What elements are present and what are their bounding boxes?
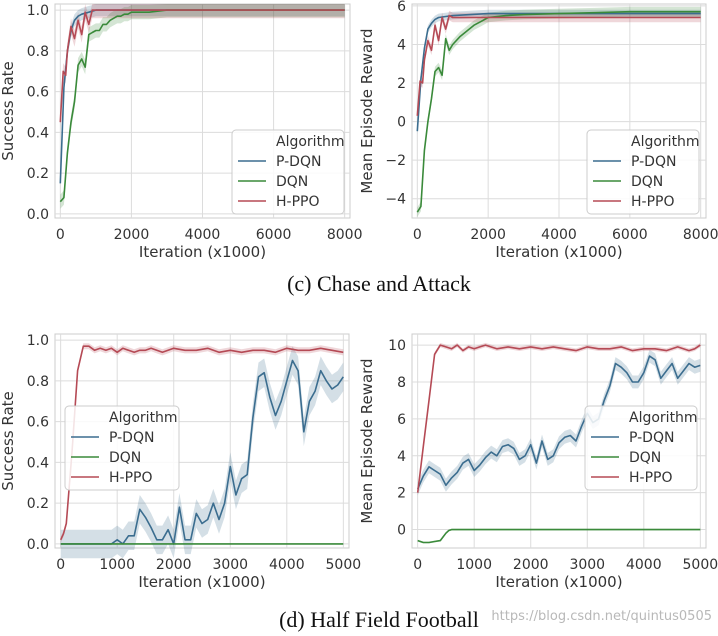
legend-title: Algorithm bbox=[276, 134, 345, 150]
y-tick-label: 4 bbox=[397, 37, 406, 53]
y-tick-label: 0.4 bbox=[27, 125, 49, 141]
legend-entry-dqn: DQN bbox=[631, 174, 663, 190]
y-tick-label: 1.0 bbox=[27, 333, 49, 349]
x-tick-label: 5000 bbox=[326, 557, 362, 573]
legend-entry-p-dqn: P-DQN bbox=[631, 154, 676, 170]
x-tick-label: 2000 bbox=[513, 557, 549, 573]
x-axis-label: Iteration (x1000) bbox=[495, 573, 622, 591]
chart-4: 0 2 4 6 8 10 0 1000 2000 3000 4000 5000 Iteration (x… bbox=[358, 333, 718, 591]
x-tick-label: 6000 bbox=[612, 227, 648, 243]
legend: Algorithm P-DQN DQN H-PPO bbox=[231, 129, 345, 215]
x-tick-label: 2000 bbox=[156, 557, 192, 573]
x-axis-label: Iteration (x1000) bbox=[139, 243, 266, 261]
line-dqn bbox=[417, 528, 701, 544]
y-tick-label: 0.0 bbox=[27, 537, 49, 553]
caption-bottom: (d) Half Field Football bbox=[279, 607, 479, 632]
legend-entry-dqn: DQN bbox=[109, 450, 141, 466]
y-tick-label: 0.0 bbox=[27, 207, 49, 223]
y-tick-label: 0.4 bbox=[27, 455, 49, 471]
chart-2: −4 −2 0 2 4 6 0 2000 4000 6000 8000 Iteration (x100… bbox=[358, 0, 718, 261]
legend-entry-dqn: DQN bbox=[276, 174, 308, 190]
y-tick-label: 4 bbox=[397, 449, 406, 465]
line-p-dqn bbox=[416, 12, 701, 132]
band-p-dqn bbox=[417, 349, 701, 496]
x-tick-label: 2000 bbox=[470, 227, 506, 243]
legend-entry-h-ppo: H-PPO bbox=[631, 194, 674, 210]
y-tick-label: 0 bbox=[397, 523, 406, 539]
x-tick-label: 6000 bbox=[256, 227, 292, 243]
line-p-dqn bbox=[416, 355, 701, 490]
x-tick-label: 1000 bbox=[456, 557, 492, 573]
y-tick-label: 0.6 bbox=[27, 85, 49, 101]
legend-entry-h-ppo: H-PPO bbox=[109, 470, 152, 486]
y-axis-label: Success Rate bbox=[0, 61, 17, 161]
x-tick-label: 0 bbox=[56, 227, 65, 243]
legend: Algorithm P-DQN DQN H-PPO bbox=[584, 405, 698, 491]
caption-top: (c) Chase and Attack bbox=[287, 271, 471, 296]
y-tick-label: 0 bbox=[397, 115, 406, 131]
x-tick-label: 0 bbox=[56, 557, 65, 573]
legend-entry-h-ppo: H-PPO bbox=[276, 194, 319, 210]
y-tick-label: −4 bbox=[385, 192, 406, 208]
y-tick-label: 6 bbox=[397, 0, 406, 15]
y-tick-label: 1.0 bbox=[27, 3, 49, 19]
legend-entry-p-dqn: P-DQN bbox=[109, 430, 154, 446]
legend-box bbox=[584, 405, 698, 491]
y-tick-label: 2 bbox=[397, 76, 406, 92]
y-tick-label: 6 bbox=[397, 412, 406, 428]
legend: Algorithm P-DQN DQN H-PPO bbox=[64, 405, 180, 491]
legend-title: Algorithm bbox=[629, 410, 698, 426]
line-h-ppo bbox=[59, 9, 345, 123]
band-h-ppo bbox=[417, 10, 701, 121]
x-tick-label: 4000 bbox=[626, 557, 662, 573]
x-tick-label: 4000 bbox=[541, 227, 577, 243]
y-axis-label: Success Rate bbox=[0, 391, 17, 491]
x-tick-label: 0 bbox=[413, 227, 422, 243]
y-tick-label: 0.6 bbox=[27, 415, 49, 431]
legend-box bbox=[231, 129, 345, 215]
legend: Algorithm P-DQN DQN H-PPO bbox=[586, 129, 700, 215]
watermark: https://blog.csdn.net/quintus0505 bbox=[491, 609, 712, 624]
x-tick-label: 8000 bbox=[327, 227, 363, 243]
y-axis-label: Mean Episode Reward bbox=[358, 28, 376, 193]
x-tick-label: 8000 bbox=[683, 227, 718, 243]
x-tick-label: 3000 bbox=[212, 557, 248, 573]
x-axis-label: Iteration (x1000) bbox=[138, 573, 265, 591]
y-tick-label: 0.8 bbox=[27, 44, 49, 60]
line-h-ppo bbox=[59, 345, 344, 541]
line-p-dqn bbox=[60, 359, 344, 545]
x-axis-label: Iteration (x1000) bbox=[495, 243, 622, 261]
y-tick-label: 10 bbox=[388, 338, 406, 354]
legend-entry-dqn: DQN bbox=[629, 450, 661, 466]
legend-entry-p-dqn: P-DQN bbox=[276, 154, 321, 170]
legend-title: Algorithm bbox=[109, 410, 178, 426]
legend-entry-p-dqn: P-DQN bbox=[629, 430, 674, 446]
x-tick-label: 3000 bbox=[569, 557, 605, 573]
x-tick-label: 4000 bbox=[185, 227, 221, 243]
legend-title: Algorithm bbox=[631, 134, 700, 150]
x-tick-label: 1000 bbox=[99, 557, 135, 573]
x-tick-label: 4000 bbox=[269, 557, 305, 573]
y-tick-label: −2 bbox=[385, 153, 406, 169]
line-dqn bbox=[416, 10, 701, 213]
legend-box bbox=[64, 405, 180, 491]
legend-box bbox=[586, 129, 700, 215]
y-tick-label: 2 bbox=[397, 486, 406, 502]
chart-3: 0.0 0.2 0.4 0.6 0.8 1.0 0 1000 2000 3000 4000 5000 I… bbox=[0, 333, 361, 591]
y-tick-label: 0.2 bbox=[27, 496, 49, 512]
band-h-ppo bbox=[60, 4, 345, 131]
y-axis-label: Mean Episode Reward bbox=[358, 358, 376, 523]
legend-entry-h-ppo: H-PPO bbox=[629, 470, 672, 486]
x-tick-label: 0 bbox=[413, 557, 422, 573]
y-tick-label: 0.2 bbox=[27, 166, 49, 182]
line-h-ppo bbox=[416, 14, 701, 116]
x-tick-label: 5000 bbox=[683, 557, 718, 573]
chart-1: 0.0 0.2 0.4 0.6 0.8 1.0 0 2000 4000 6000 8000 Itera… bbox=[0, 3, 362, 261]
band-p-dqn bbox=[60, 346, 344, 559]
x-tick-label: 2000 bbox=[114, 227, 150, 243]
line-h-ppo bbox=[416, 344, 701, 493]
y-tick-label: 8 bbox=[397, 375, 406, 391]
y-tick-label: 0.8 bbox=[27, 374, 49, 390]
